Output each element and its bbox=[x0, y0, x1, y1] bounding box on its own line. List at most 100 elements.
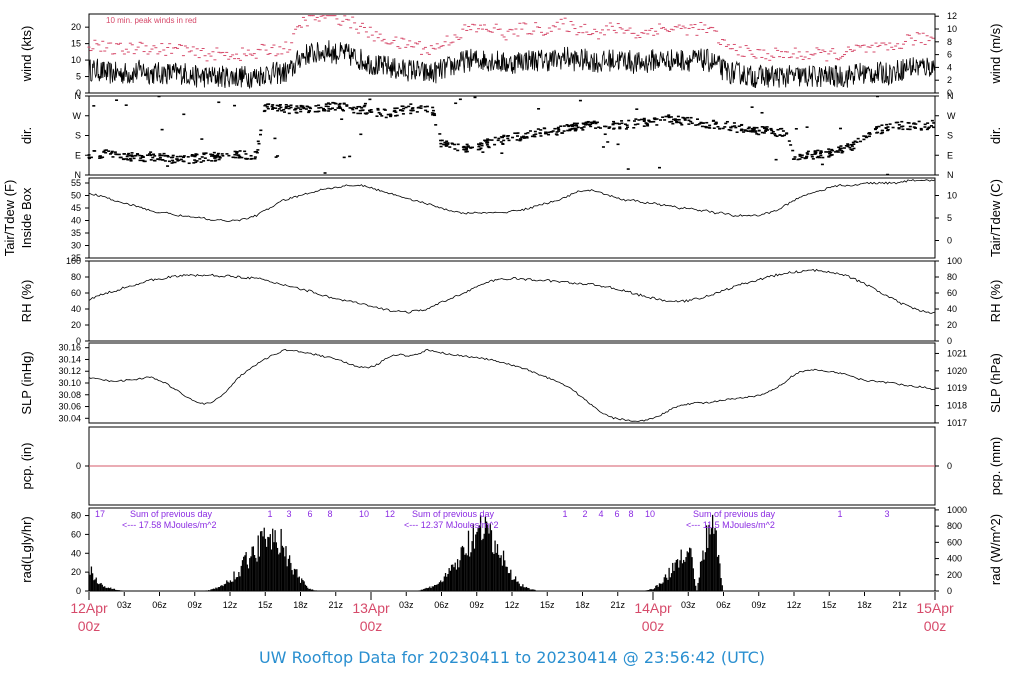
ylabel-right-rad: rad (W/m^2) bbox=[988, 514, 1003, 585]
series-line-slp bbox=[88, 348, 936, 422]
ytick-label-right-rh: 80 bbox=[947, 272, 957, 282]
ytick-label-right-tair: 5 bbox=[947, 213, 952, 223]
ytick-label-left-slp: 30.10 bbox=[58, 378, 81, 388]
ytick-label-left-wind: 15 bbox=[71, 39, 81, 49]
series-line-tair bbox=[88, 179, 936, 222]
hour-mark-label: 4 bbox=[598, 509, 603, 519]
ytick-label-left-wind: 5 bbox=[76, 72, 81, 82]
ytick-label-left-slp: 30.06 bbox=[58, 402, 81, 412]
xtick-label-major-day: 12Apr bbox=[70, 600, 108, 616]
hour-mark-label: 3 bbox=[286, 509, 291, 519]
ytick-label-right-slp: 1018 bbox=[947, 401, 967, 411]
ylabel-left-wind: wind (kts) bbox=[19, 26, 34, 83]
ytick-label-left-wind: 10 bbox=[71, 55, 81, 65]
ytick-label-right-rad: 800 bbox=[947, 521, 962, 531]
hour-mark-label: 8 bbox=[628, 509, 633, 519]
ytick-label-right-slp: 1020 bbox=[947, 366, 967, 376]
ytick-label-left-rh: 80 bbox=[71, 272, 81, 282]
ytick-label-left-tair: 50 bbox=[71, 191, 81, 201]
ytick-label-left-tair: 55 bbox=[71, 178, 81, 188]
ytick-label-right-rh: 20 bbox=[947, 320, 957, 330]
ytick-label-left-tair: 25 bbox=[71, 253, 81, 263]
panel-frame-rh bbox=[88, 260, 936, 342]
xtick-label-minor: 15z bbox=[540, 600, 555, 610]
ytick-label-left-wind: 0 bbox=[76, 88, 81, 98]
ylabel-right-wind: wind (m/s) bbox=[988, 24, 1003, 85]
hour-mark-label: 1 bbox=[837, 509, 842, 519]
xtick-label-minor: 12z bbox=[787, 600, 802, 610]
ytick-label-left-dir: N bbox=[75, 170, 82, 180]
ytick-label-right-wind: 8 bbox=[947, 37, 952, 47]
chart-title: UW Rooftop Data for 20230411 to 20230414… bbox=[258, 648, 766, 667]
ytick-label-right-wind: 0 bbox=[947, 88, 952, 98]
ytick-label-right-rh: 0 bbox=[947, 336, 952, 346]
xtick-label-minor: 06z bbox=[152, 600, 167, 610]
ytick-label-right-dir: S bbox=[947, 131, 953, 141]
annotation-sum-title: Sum of previous day bbox=[693, 509, 776, 519]
xtick-label-major-day: 15Apr bbox=[916, 600, 954, 616]
ytick-label-left-slp: 30.16 bbox=[58, 343, 81, 353]
hour-mark-label: 17 bbox=[95, 509, 105, 519]
xtick-label-minor: 09z bbox=[751, 600, 766, 610]
xtick-label-minor: 03z bbox=[117, 600, 132, 610]
ytick-label-right-dir: N bbox=[947, 170, 954, 180]
hour-mark-label: 1 bbox=[267, 509, 272, 519]
ytick-label-left-rh: 100 bbox=[66, 256, 81, 266]
ylabel-right-slp: SLP (hPa) bbox=[988, 353, 1003, 413]
xtick-label-minor: 21z bbox=[892, 600, 907, 610]
hour-mark-label: 3 bbox=[884, 509, 889, 519]
ytick-label-right-dir: W bbox=[947, 111, 956, 121]
ytick-label-left-rad: 0 bbox=[76, 586, 81, 596]
ytick-label-left-rad: 40 bbox=[71, 548, 81, 558]
xtick-label-minor: 09z bbox=[469, 600, 484, 610]
ytick-label-right-rad: 400 bbox=[947, 554, 962, 564]
ytick-label-left-rh: 20 bbox=[71, 320, 81, 330]
hour-mark-label: 2 bbox=[582, 509, 587, 519]
xtick-label-minor: 21z bbox=[610, 600, 625, 610]
chart: wind (kts) wind (m/s)0510152002468101210 … bbox=[2, 11, 1003, 634]
ylabel-left-slp: SLP (inHg) bbox=[19, 351, 34, 414]
xtick-label-minor: 03z bbox=[399, 600, 414, 610]
ytick-label-left-rh: 40 bbox=[71, 304, 81, 314]
xtick-label-minor: 21z bbox=[328, 600, 343, 610]
ytick-label-left-slp: 30.04 bbox=[58, 413, 81, 423]
hour-mark-label: 6 bbox=[307, 509, 312, 519]
ytick-label-right-wind: 10 bbox=[947, 24, 957, 34]
panel-frame-slp bbox=[88, 342, 936, 424]
annotation-sum-title: Sum of previous day bbox=[412, 509, 495, 519]
xtick-label-minor: 03z bbox=[681, 600, 696, 610]
ytick-label-right-wind: 2 bbox=[947, 75, 952, 85]
series-line-rh bbox=[88, 268, 936, 314]
ylabel-right-dir: dir. bbox=[988, 127, 1003, 144]
xtick-label-minor: 15z bbox=[258, 600, 273, 610]
ytick-label-right-rh: 40 bbox=[947, 304, 957, 314]
annotation-sum-value: <--- 17.58 MJoules/m^2 bbox=[122, 520, 217, 530]
ylabel-right-tair: Tair/Tdew (C) bbox=[988, 179, 1003, 257]
ytick-label-right-rad: 1000 bbox=[947, 505, 967, 515]
hour-mark-label: 6 bbox=[614, 509, 619, 519]
ylabel-left-rad: rad(Lgly/hr) bbox=[19, 516, 34, 582]
xtick-label-major-hour: 00z bbox=[78, 618, 101, 634]
xtick-label-minor: 18z bbox=[293, 600, 308, 610]
ytick-label-left-rad: 60 bbox=[71, 529, 81, 539]
xtick-label-minor: 18z bbox=[575, 600, 590, 610]
ytick-label-left-slp: 30.08 bbox=[58, 390, 81, 400]
ylabel-right-rh: RH (%) bbox=[988, 280, 1003, 323]
ytick-label-right-pcp: 0 bbox=[947, 461, 952, 471]
ytick-label-right-wind: 6 bbox=[947, 50, 952, 60]
ylabel-left-tair: Tair/Tdew (F) bbox=[2, 180, 17, 257]
ytick-label-left-rh: 60 bbox=[71, 288, 81, 298]
series-line-wind bbox=[88, 40, 936, 90]
ytick-label-right-tair: 0 bbox=[947, 236, 952, 246]
xtick-label-major-hour: 00z bbox=[642, 618, 665, 634]
hour-mark-label: 10 bbox=[645, 509, 655, 519]
panel-frame-tair bbox=[88, 177, 936, 259]
xtick-label-minor: 15z bbox=[822, 600, 837, 610]
hour-mark-label: 10 bbox=[359, 509, 369, 519]
ytick-label-right-wind: 12 bbox=[947, 11, 957, 21]
ylabel-left-pcp: pcp. (in) bbox=[19, 443, 34, 490]
ylabel-left2-tair: Inside Box bbox=[19, 187, 34, 248]
ytick-label-left-tair: 30 bbox=[71, 241, 81, 251]
ytick-label-left-slp: 30.12 bbox=[58, 366, 81, 376]
ytick-label-left-slp: 30.14 bbox=[58, 354, 81, 364]
